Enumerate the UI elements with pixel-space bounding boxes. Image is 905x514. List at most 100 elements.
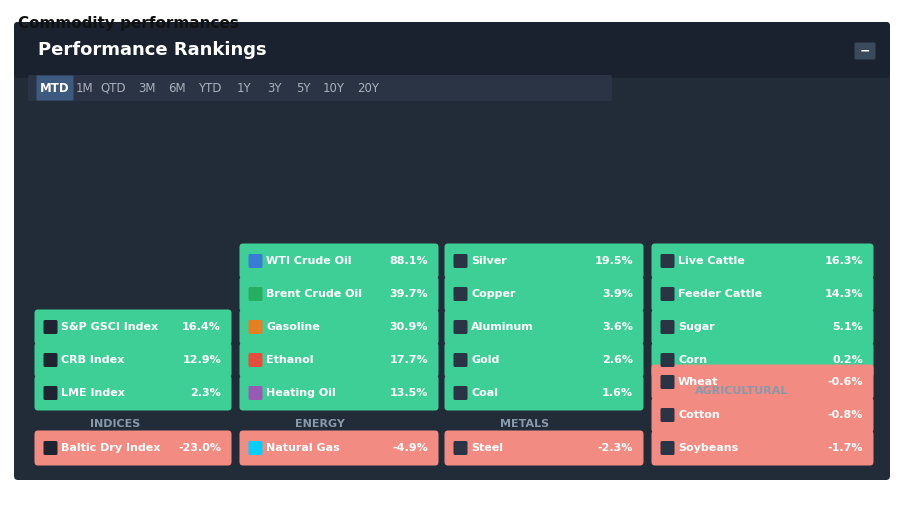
Text: 3M: 3M xyxy=(138,82,156,95)
Text: Wheat: Wheat xyxy=(678,377,719,387)
Text: Ethanol: Ethanol xyxy=(266,355,313,365)
Text: 1.6%: 1.6% xyxy=(602,388,633,398)
FancyBboxPatch shape xyxy=(661,287,674,301)
FancyBboxPatch shape xyxy=(34,309,232,344)
FancyBboxPatch shape xyxy=(453,320,468,334)
Text: LME Index: LME Index xyxy=(61,388,125,398)
Text: Coal: Coal xyxy=(471,388,498,398)
Text: Gold: Gold xyxy=(471,355,500,365)
Text: 2.6%: 2.6% xyxy=(602,355,633,365)
FancyBboxPatch shape xyxy=(652,309,873,344)
Text: 16.4%: 16.4% xyxy=(182,322,221,332)
Text: Performance Rankings: Performance Rankings xyxy=(38,41,267,59)
FancyBboxPatch shape xyxy=(661,254,674,268)
Text: Soybeans: Soybeans xyxy=(678,443,738,453)
Text: 5.1%: 5.1% xyxy=(833,322,863,332)
Text: Aluminum: Aluminum xyxy=(471,322,534,332)
FancyBboxPatch shape xyxy=(249,386,262,400)
Text: 14.3%: 14.3% xyxy=(824,289,863,299)
Text: Brent Crude Oil: Brent Crude Oil xyxy=(266,289,362,299)
FancyBboxPatch shape xyxy=(652,244,873,279)
FancyBboxPatch shape xyxy=(43,353,58,367)
FancyBboxPatch shape xyxy=(661,320,674,334)
Text: 13.5%: 13.5% xyxy=(390,388,428,398)
FancyBboxPatch shape xyxy=(652,397,873,432)
Text: Cotton: Cotton xyxy=(678,410,719,420)
Text: 3Y: 3Y xyxy=(267,82,281,95)
FancyBboxPatch shape xyxy=(28,75,612,101)
Text: -0.8%: -0.8% xyxy=(828,410,863,420)
FancyBboxPatch shape xyxy=(453,441,468,455)
Text: 16.3%: 16.3% xyxy=(824,256,863,266)
Text: 2.3%: 2.3% xyxy=(190,388,221,398)
Text: 12.9%: 12.9% xyxy=(182,355,221,365)
Text: Gasoline: Gasoline xyxy=(266,322,319,332)
FancyBboxPatch shape xyxy=(240,376,439,411)
FancyBboxPatch shape xyxy=(249,287,262,301)
FancyBboxPatch shape xyxy=(453,386,468,400)
Text: 10Y: 10Y xyxy=(323,82,345,95)
Text: Silver: Silver xyxy=(471,256,507,266)
Text: 1Y: 1Y xyxy=(237,82,252,95)
Text: WTI Crude Oil: WTI Crude Oil xyxy=(266,256,351,266)
Text: 30.9%: 30.9% xyxy=(389,322,428,332)
Text: AGRICULTURAL: AGRICULTURAL xyxy=(695,386,788,396)
FancyBboxPatch shape xyxy=(444,277,643,311)
FancyBboxPatch shape xyxy=(652,342,873,377)
Text: -0.6%: -0.6% xyxy=(827,377,863,387)
Text: ENERGY: ENERGY xyxy=(295,419,345,429)
Text: MTD: MTD xyxy=(40,82,70,95)
FancyBboxPatch shape xyxy=(249,254,262,268)
Text: 3.6%: 3.6% xyxy=(602,322,633,332)
Text: 3.9%: 3.9% xyxy=(602,289,633,299)
FancyBboxPatch shape xyxy=(240,342,439,377)
Text: QTD: QTD xyxy=(100,82,126,95)
FancyBboxPatch shape xyxy=(652,431,873,466)
FancyBboxPatch shape xyxy=(249,320,262,334)
FancyBboxPatch shape xyxy=(240,244,439,279)
Text: Copper: Copper xyxy=(471,289,516,299)
Text: Natural Gas: Natural Gas xyxy=(266,443,339,453)
Text: INDICES: INDICES xyxy=(90,419,140,429)
Text: Sugar: Sugar xyxy=(678,322,715,332)
Text: 39.7%: 39.7% xyxy=(389,289,428,299)
Text: 5Y: 5Y xyxy=(296,82,310,95)
Text: Live Cattle: Live Cattle xyxy=(678,256,745,266)
FancyBboxPatch shape xyxy=(249,353,262,367)
FancyBboxPatch shape xyxy=(240,277,439,311)
FancyBboxPatch shape xyxy=(652,277,873,311)
Text: -23.0%: -23.0% xyxy=(178,443,221,453)
FancyBboxPatch shape xyxy=(34,376,232,411)
FancyBboxPatch shape xyxy=(453,254,468,268)
Text: 0.2%: 0.2% xyxy=(833,355,863,365)
Text: 20Y: 20Y xyxy=(357,82,379,95)
Text: 17.7%: 17.7% xyxy=(389,355,428,365)
Text: 19.5%: 19.5% xyxy=(595,256,633,266)
Text: CRB Index: CRB Index xyxy=(61,355,124,365)
FancyBboxPatch shape xyxy=(444,431,643,466)
Text: −: − xyxy=(860,45,871,58)
FancyBboxPatch shape xyxy=(854,43,875,60)
FancyBboxPatch shape xyxy=(249,441,262,455)
Text: 1M: 1M xyxy=(75,82,93,95)
FancyBboxPatch shape xyxy=(661,375,674,389)
Text: Steel: Steel xyxy=(471,443,503,453)
Text: -1.7%: -1.7% xyxy=(827,443,863,453)
FancyBboxPatch shape xyxy=(14,22,890,78)
Text: -2.3%: -2.3% xyxy=(597,443,633,453)
Text: METALS: METALS xyxy=(500,419,549,429)
FancyBboxPatch shape xyxy=(444,244,643,279)
FancyBboxPatch shape xyxy=(453,353,468,367)
FancyBboxPatch shape xyxy=(36,76,73,101)
Text: -4.9%: -4.9% xyxy=(392,443,428,453)
Text: Heating Oil: Heating Oil xyxy=(266,388,336,398)
Text: Baltic Dry Index: Baltic Dry Index xyxy=(61,443,160,453)
Text: S&P GSCI Index: S&P GSCI Index xyxy=(61,322,158,332)
FancyBboxPatch shape xyxy=(661,441,674,455)
FancyBboxPatch shape xyxy=(34,342,232,377)
FancyBboxPatch shape xyxy=(43,386,58,400)
FancyBboxPatch shape xyxy=(43,320,58,334)
FancyBboxPatch shape xyxy=(240,309,439,344)
Text: 88.1%: 88.1% xyxy=(389,256,428,266)
FancyBboxPatch shape xyxy=(43,441,58,455)
